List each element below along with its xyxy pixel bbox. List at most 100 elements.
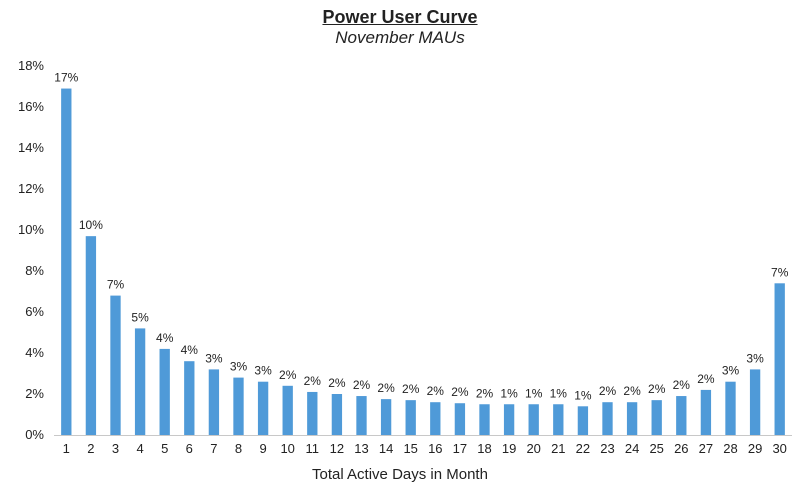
chart-titles: Power User Curve November MAUs bbox=[0, 6, 800, 48]
bar bbox=[626, 402, 638, 435]
x-tick-label: 1 bbox=[63, 441, 70, 456]
x-tick-label: 30 bbox=[772, 441, 786, 456]
data-label: 4% bbox=[181, 343, 199, 357]
data-label: 3% bbox=[205, 351, 223, 365]
y-tick-label: 0% bbox=[25, 427, 44, 442]
x-tick-label: 26 bbox=[674, 441, 688, 456]
bar bbox=[257, 381, 269, 435]
y-tick-label: 8% bbox=[25, 263, 44, 278]
bar bbox=[208, 369, 220, 435]
x-tick-label: 17 bbox=[453, 441, 467, 456]
bar bbox=[479, 404, 490, 435]
data-label: 2% bbox=[279, 368, 297, 382]
x-tick-label: 16 bbox=[428, 441, 442, 456]
x-tick-label: 29 bbox=[748, 441, 762, 456]
data-label: 17% bbox=[54, 71, 78, 85]
bar bbox=[577, 406, 589, 435]
bar bbox=[134, 328, 146, 435]
x-tick-label: 15 bbox=[403, 441, 417, 456]
bar bbox=[356, 396, 367, 435]
x-tick-label: 28 bbox=[723, 441, 737, 456]
bar bbox=[430, 402, 441, 435]
data-label: 2% bbox=[451, 385, 469, 399]
x-tick-label: 18 bbox=[477, 441, 491, 456]
x-tick-label: 22 bbox=[576, 441, 590, 456]
y-tick-label: 10% bbox=[18, 222, 44, 237]
bar bbox=[774, 283, 785, 435]
bar bbox=[749, 369, 761, 435]
x-tick-label: 12 bbox=[330, 441, 344, 456]
bar bbox=[233, 377, 244, 435]
y-tick-label: 18% bbox=[18, 58, 44, 73]
y-tick-label: 12% bbox=[18, 181, 44, 196]
y-tick-label: 2% bbox=[25, 386, 44, 401]
bar bbox=[159, 348, 170, 435]
x-tick-label: 7 bbox=[210, 441, 217, 456]
data-label: 2% bbox=[402, 382, 420, 396]
bar bbox=[553, 404, 564, 435]
bar bbox=[85, 236, 97, 435]
bar bbox=[282, 385, 293, 435]
data-label: 3% bbox=[722, 364, 740, 378]
data-label: 3% bbox=[746, 351, 764, 365]
x-tick-label: 25 bbox=[649, 441, 663, 456]
bar bbox=[184, 361, 195, 435]
bar bbox=[725, 381, 736, 435]
bar bbox=[380, 399, 392, 435]
y-tick-label: 14% bbox=[18, 140, 44, 155]
data-label: 7% bbox=[107, 278, 125, 292]
data-label: 2% bbox=[697, 372, 715, 386]
data-label: 3% bbox=[230, 360, 248, 374]
bar bbox=[700, 389, 712, 435]
bar bbox=[405, 400, 416, 435]
data-label: 3% bbox=[254, 364, 272, 378]
data-label: 4% bbox=[156, 331, 174, 345]
x-tick-label: 10 bbox=[280, 441, 294, 456]
x-tick-label: 21 bbox=[551, 441, 565, 456]
x-tick-label: 24 bbox=[625, 441, 639, 456]
data-label: 1% bbox=[550, 386, 568, 400]
x-tick-label: 19 bbox=[502, 441, 516, 456]
bar bbox=[454, 403, 466, 435]
data-label: 2% bbox=[673, 378, 691, 392]
data-label: 2% bbox=[623, 384, 641, 398]
y-tick-label: 4% bbox=[25, 345, 44, 360]
bar bbox=[307, 391, 318, 435]
data-label: 2% bbox=[427, 384, 445, 398]
bar bbox=[651, 400, 662, 435]
data-label: 2% bbox=[328, 376, 346, 390]
x-tick-label: 13 bbox=[354, 441, 368, 456]
chart-subtitle: November MAUs bbox=[335, 28, 465, 47]
x-tick-label: 27 bbox=[699, 441, 713, 456]
bar bbox=[676, 396, 687, 435]
x-tick-label: 9 bbox=[259, 441, 266, 456]
x-tick-label: 14 bbox=[379, 441, 393, 456]
y-tick-label: 16% bbox=[18, 99, 44, 114]
x-tick-label: 3 bbox=[112, 441, 119, 456]
data-label: 2% bbox=[648, 382, 666, 396]
x-tick-label: 4 bbox=[136, 441, 143, 456]
x-axis-label: Total Active Days in Month bbox=[312, 466, 488, 483]
bar bbox=[503, 404, 515, 435]
x-tick-label: 6 bbox=[186, 441, 193, 456]
x-tick-label: 2 bbox=[87, 441, 94, 456]
data-label: 2% bbox=[304, 374, 322, 388]
bar bbox=[602, 402, 613, 435]
data-label: 1% bbox=[525, 386, 543, 400]
bar bbox=[528, 404, 539, 435]
data-label: 1% bbox=[500, 386, 518, 400]
data-label: 5% bbox=[131, 310, 149, 324]
bar bbox=[61, 88, 72, 436]
chart-title: Power User Curve bbox=[322, 7, 478, 27]
data-label: 2% bbox=[599, 384, 617, 398]
data-label: 7% bbox=[771, 265, 789, 279]
data-label: 2% bbox=[476, 386, 494, 400]
bar bbox=[110, 295, 121, 435]
x-tick-label: 8 bbox=[235, 441, 242, 456]
bar bbox=[331, 394, 343, 435]
data-label: 1% bbox=[574, 388, 592, 402]
data-label: 10% bbox=[79, 218, 103, 232]
x-tick-label: 11 bbox=[306, 441, 320, 456]
x-tick-label: 5 bbox=[161, 441, 168, 456]
